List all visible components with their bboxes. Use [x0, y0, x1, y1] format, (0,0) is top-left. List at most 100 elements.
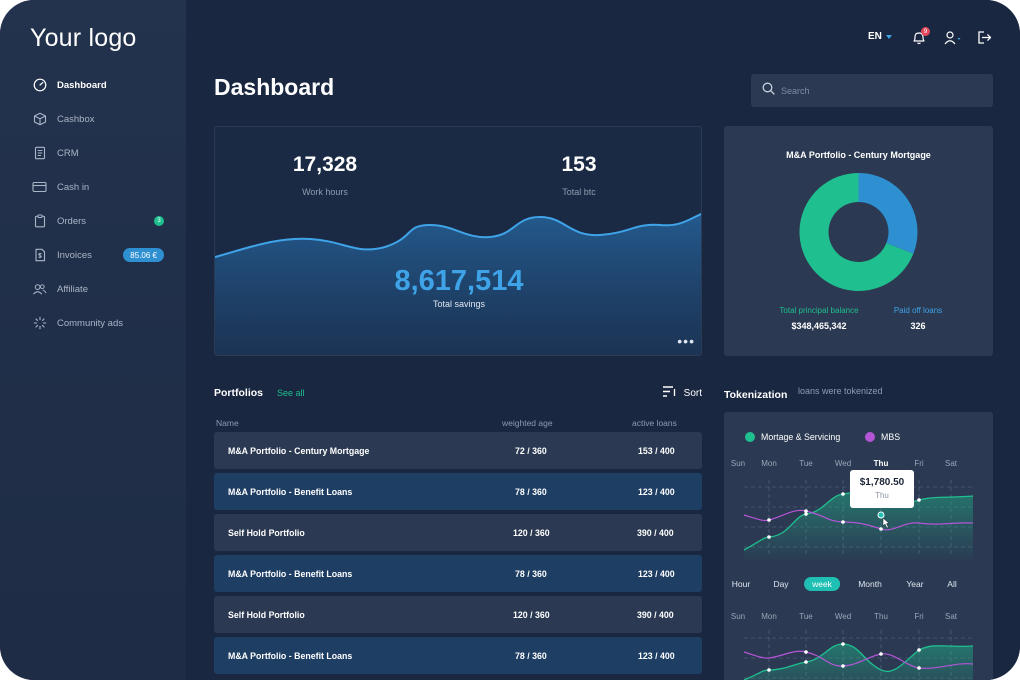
loader-burst-icon: [32, 316, 47, 331]
more-options-button[interactable]: •••: [677, 333, 695, 349]
legend-value: 326: [910, 321, 926, 331]
sidebar-item-invoices[interactable]: Invoices 85.06 €: [0, 238, 186, 272]
work-hours-value: 17,328: [292, 153, 358, 176]
table-row[interactable]: M&A Portfolio - Benefit Loans 78 / 360 1…: [214, 473, 702, 510]
sidebar-item-community-ads[interactable]: Community ads: [0, 306, 186, 340]
logout-button[interactable]: [976, 29, 994, 47]
legend-principal-balance: Total principal balance $348,465,342: [764, 306, 874, 331]
row-active-loans: 123 / 400: [638, 650, 675, 661]
legend-dot-green: [745, 432, 755, 442]
row-weighted-age: 120 / 360: [513, 527, 550, 538]
donut-title: M&A Portfolio - Century Mortgage: [786, 150, 931, 160]
cube-box-icon: [32, 112, 47, 127]
legend-label: MBS: [881, 432, 901, 442]
wave-line: [215, 212, 701, 258]
user-menu-button[interactable]: [943, 29, 967, 47]
donut-slice-paid-off[interactable]: [858, 173, 918, 254]
day-label: Sun: [730, 459, 746, 468]
column-header-weighted-age: weighted age: [502, 418, 553, 428]
row-name: Self Hold Portfolio: [228, 527, 305, 538]
savings-wave-chart: [215, 212, 701, 355]
sidebar-item-label: CRM: [57, 147, 79, 159]
table-row[interactable]: M&A Portfolio - Century Mortgage 72 / 36…: [214, 432, 702, 469]
users-icon: [32, 282, 47, 297]
sidebar-item-dashboard[interactable]: Dashboard: [0, 68, 186, 102]
legend-label: Mortage & Servicing: [761, 432, 841, 442]
table-row[interactable]: Self Hold Portfolio 120 / 360 390 / 400: [214, 514, 702, 551]
row-weighted-age: 120 / 360: [513, 609, 550, 620]
period-year[interactable]: Year: [906, 579, 924, 589]
sidebar-item-crm[interactable]: CRM: [0, 136, 186, 170]
table-row[interactable]: Self Hold Portfolio 120 / 360 390 / 400: [214, 596, 702, 633]
main-content: EN 9 Dashboard: [186, 0, 1020, 680]
sidebar-item-label: Affiliate: [57, 283, 88, 295]
legend-mbs[interactable]: MBS: [865, 432, 900, 442]
sidebar-item-orders[interactable]: Orders 3: [0, 204, 186, 238]
tooltip-value: $1,780.50: [859, 477, 905, 488]
day-label: Thu: [874, 612, 888, 621]
user-icon: [943, 29, 967, 51]
selected-point[interactable]: [877, 511, 885, 519]
chevron-down-icon: [885, 34, 892, 39]
row-name: M&A Portfolio - Century Mortgage: [228, 445, 370, 456]
period-week-selected[interactable]: week: [804, 577, 840, 591]
total-savings-value: 8,617,514: [394, 265, 524, 297]
day-label: Tue: [799, 459, 813, 468]
period-month[interactable]: Month: [858, 579, 882, 589]
search-input[interactable]: [781, 85, 981, 96]
total-btc-label: Total btc: [562, 187, 596, 197]
day-label: Fri: [914, 459, 924, 468]
cursor-icon: [882, 517, 890, 529]
row-active-loans: 390 / 400: [637, 527, 674, 538]
search-box[interactable]: [751, 74, 993, 107]
period-day[interactable]: Day: [773, 579, 789, 589]
invoice-icon: [32, 248, 47, 263]
period-hour[interactable]: Hour: [731, 579, 751, 589]
legend-label: Total principal balance: [779, 306, 859, 315]
total-savings-stat: 8,617,514 Total savings: [215, 265, 701, 309]
row-active-loans: 390 / 400: [637, 609, 674, 620]
sidebar-item-affiliate[interactable]: Affiliate: [0, 272, 186, 306]
day-label: Sat: [944, 612, 958, 621]
tokenization-line-chart: [743, 480, 974, 680]
row-weighted-age: 78 / 360: [515, 650, 547, 661]
day-label: Sat: [944, 459, 958, 468]
notifications-count-badge: 9: [921, 27, 930, 36]
tokenization-header: Tokenization loans were tokenized: [724, 385, 883, 403]
summary-card: 17,328 Work hours 153 Total btc 8,617,51…: [214, 126, 702, 356]
table-row[interactable]: M&A Portfolio - Benefit Loans 78 / 360 1…: [214, 637, 702, 674]
day-label: Mon: [761, 612, 777, 621]
notifications-button[interactable]: 9: [911, 27, 930, 50]
sidebar-item-cash-in[interactable]: Cash in: [0, 170, 186, 204]
row-name: M&A Portfolio - Benefit Loans: [228, 486, 353, 497]
sidebar-nav: Dashboard Cashbox CRM Cash in: [0, 68, 186, 340]
sidebar-item-label: Cashbox: [57, 113, 95, 125]
sidebar-item-label: Dashboard: [57, 79, 107, 91]
legend-mortgage-servicing[interactable]: Mortage & Servicing: [745, 432, 840, 442]
language-selector[interactable]: EN: [868, 31, 892, 42]
donut-chart: [799, 173, 918, 291]
sort-button[interactable]: Sort: [662, 386, 702, 400]
mortgage-area: [744, 490, 973, 562]
row-active-loans: 153 / 400: [638, 445, 675, 456]
row-name: Self Hold Portfolio: [228, 609, 305, 620]
donut-slice-principal[interactable]: [799, 173, 914, 291]
legend-paid-off-loans: Paid off loans 326: [880, 306, 956, 331]
legend-value: $348,465,342: [791, 321, 847, 331]
portfolio-donut-card: M&A Portfolio - Century Mortgage Total p…: [724, 126, 993, 356]
period-all[interactable]: All: [947, 579, 957, 589]
day-label-selected: Thu: [873, 459, 889, 468]
bell-icon: [911, 32, 927, 50]
invoices-amount-badge: 85.06 €: [123, 248, 164, 262]
sidebar-item-label: Invoices: [57, 249, 92, 261]
row-weighted-age: 78 / 360: [515, 568, 547, 579]
see-all-link[interactable]: See all: [277, 388, 305, 398]
sort-label: Sort: [683, 387, 702, 399]
sidebar-item-cashbox[interactable]: Cashbox: [0, 102, 186, 136]
day-label: Sun: [730, 612, 746, 621]
portfolios-header: Portfolios See all Sort: [214, 386, 702, 401]
row-weighted-age: 72 / 360: [515, 445, 547, 456]
sidebar: Your logo Dashboard Cashbox CRM: [0, 0, 186, 680]
logo: Your logo: [30, 24, 137, 52]
table-row[interactable]: M&A Portfolio - Benefit Loans 78 / 360 1…: [214, 555, 702, 592]
